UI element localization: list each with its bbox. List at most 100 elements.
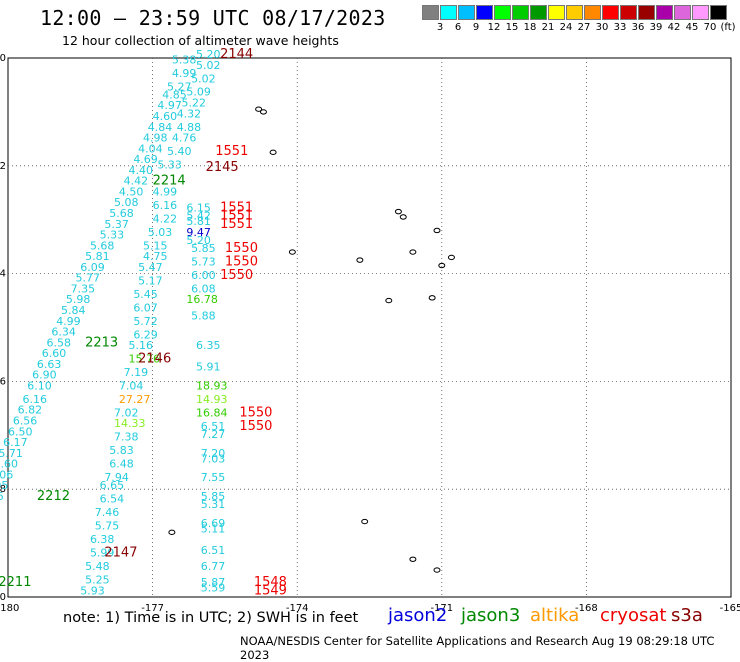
wave-height-label: 4.32 [177, 107, 202, 120]
pass-time-label: 2147 [104, 546, 137, 561]
wave-height-label: 5.93 [80, 584, 105, 597]
wave-height-label: 4.84 [148, 121, 173, 134]
wave-height-label: 7.35 [71, 282, 96, 295]
wave-height-label: 27.27 [119, 393, 151, 406]
x-axis-tick-label: -174 [286, 603, 309, 614]
satellite-legend-item: cryosat [600, 605, 667, 626]
pass-time-label: 1550 [239, 405, 272, 420]
wave-height-label: 6.82 [18, 404, 43, 417]
wave-height-label: 14.33 [114, 417, 146, 430]
map-frame [7, 57, 732, 598]
wave-height-label: 15.76 [129, 353, 161, 366]
scale-tick-label: 24 [559, 22, 573, 33]
wave-height-label: 5.85 [201, 490, 226, 503]
wave-height-label: 5.95 [0, 479, 8, 492]
wave-height-label: 5.71 [0, 447, 23, 460]
pass-time-label: 2214 [153, 174, 186, 189]
wave-height-label: 4.42 [124, 175, 148, 188]
wave-height-label: 5.99 [90, 547, 115, 560]
y-axis-tick-label: -10 [0, 592, 6, 603]
wave-height-label: 7.02 [114, 406, 139, 419]
wave-height-label: 6.51 [201, 544, 226, 557]
wave-height-label: 5.72 [133, 315, 158, 328]
scale-swatch [458, 5, 475, 20]
wave-height-label: 16.84 [196, 406, 228, 419]
scale-swatch [476, 5, 493, 20]
island-outline [433, 567, 441, 573]
x-axis-tick-label: -177 [141, 603, 164, 614]
scale-tick-label: 33 [613, 22, 627, 33]
wave-height-label: 6.90 [32, 369, 57, 382]
wave-height-label: 4.99 [56, 315, 80, 328]
scale-swatch [512, 5, 529, 20]
wave-height-label: 5.20 [196, 48, 221, 61]
wave-height-label: 6.69 [201, 517, 226, 530]
island-outline [428, 295, 436, 301]
pass-time-label: 1550 [220, 268, 253, 283]
satellite-legend-item: s3a [671, 605, 703, 626]
wave-height-label: 6.07 [133, 301, 158, 314]
wave-height-label: 6.65 [100, 479, 125, 492]
pass-time-label: 2145 [206, 160, 239, 175]
x-axis-tick-label: -180 [0, 603, 19, 614]
wave-height-label: 6.17 [3, 436, 28, 449]
wave-height-label: 5.09 [186, 86, 211, 99]
island-outline [168, 529, 176, 536]
scale-tick-label: 9 [472, 22, 480, 33]
wave-height-label: 6.77 [201, 560, 226, 573]
wave-height-label: 4.99 [172, 67, 197, 80]
wave-height-label: 7.04 [119, 379, 144, 392]
scale-swatch [530, 5, 547, 20]
pass-time-label: 1551 [220, 209, 253, 224]
wave-height-label: 5.68 [90, 239, 115, 252]
scale-swatch [548, 5, 565, 20]
island-outline [447, 254, 455, 261]
wave-height-label: 5.48 [85, 560, 110, 573]
scale-tick-label: 27 [577, 22, 591, 33]
scale-tick-label: 36 [631, 22, 645, 33]
wave-height-label: 9.47 [186, 226, 211, 239]
scale-swatch [494, 5, 511, 20]
wave-height-label: 5.91 [196, 361, 221, 374]
wave-height-label: 6.60 [0, 458, 18, 471]
satellite-legend-item: jason3 [461, 605, 521, 626]
wave-height-label: 6.51 [201, 420, 226, 433]
wave-height-label: 5.08 [114, 196, 139, 209]
wave-height-label: 4.69 [133, 153, 158, 166]
wave-height-label: 4.40 [129, 164, 154, 177]
scale-tick-label: 42 [667, 22, 681, 33]
scale-swatch [692, 5, 709, 20]
wave-height-label: 7.06 [0, 468, 13, 481]
scale-tick-label: 39 [649, 22, 663, 33]
wave-height-label: 6.50 [8, 425, 33, 438]
y-axis-tick-label: -4 [0, 269, 6, 280]
wave-height-label: 7.94 [104, 471, 128, 484]
wave-height-label: 5.42 [186, 210, 211, 223]
wave-height-label: 6.29 [133, 328, 158, 341]
pass-time-label: 1551 [220, 217, 253, 232]
wave-height-label: 5.47 [138, 261, 163, 274]
wave-height-label: 5.88 [191, 309, 216, 322]
wave-height-label: 5.20 [186, 234, 211, 247]
y-axis-tick-label: -8 [0, 484, 6, 495]
wave-height-label: 6.38 [90, 533, 115, 546]
wave-height-label: 6.58 [47, 336, 71, 349]
wave-height-label: 7.38 [114, 431, 139, 444]
scale-swatch [638, 5, 655, 20]
wave-height-label: 4.50 [119, 185, 144, 198]
wave-height-label: 6.46 [0, 490, 4, 503]
wave-height-label: 5.81 [85, 250, 110, 263]
wave-height-label: 5.73 [191, 256, 216, 269]
pass-time-label: 2212 [37, 489, 70, 504]
pass-time-label: 2213 [85, 335, 118, 350]
wave-height-label: 6.35 [196, 339, 221, 352]
wave-height-label: 5.37 [104, 218, 128, 231]
wave-height-label: 6.09 [80, 261, 105, 274]
y-axis-tick-label: 0 [0, 53, 6, 64]
satellite-legend-item: jason2 [388, 605, 448, 626]
island-outline [356, 257, 364, 263]
pass-time-label: 2146 [138, 352, 171, 367]
wave-height-label: 5.17 [138, 274, 163, 287]
y-axis-tick-label: -2 [0, 161, 6, 172]
scale-tick-label: (ft) [720, 22, 736, 33]
